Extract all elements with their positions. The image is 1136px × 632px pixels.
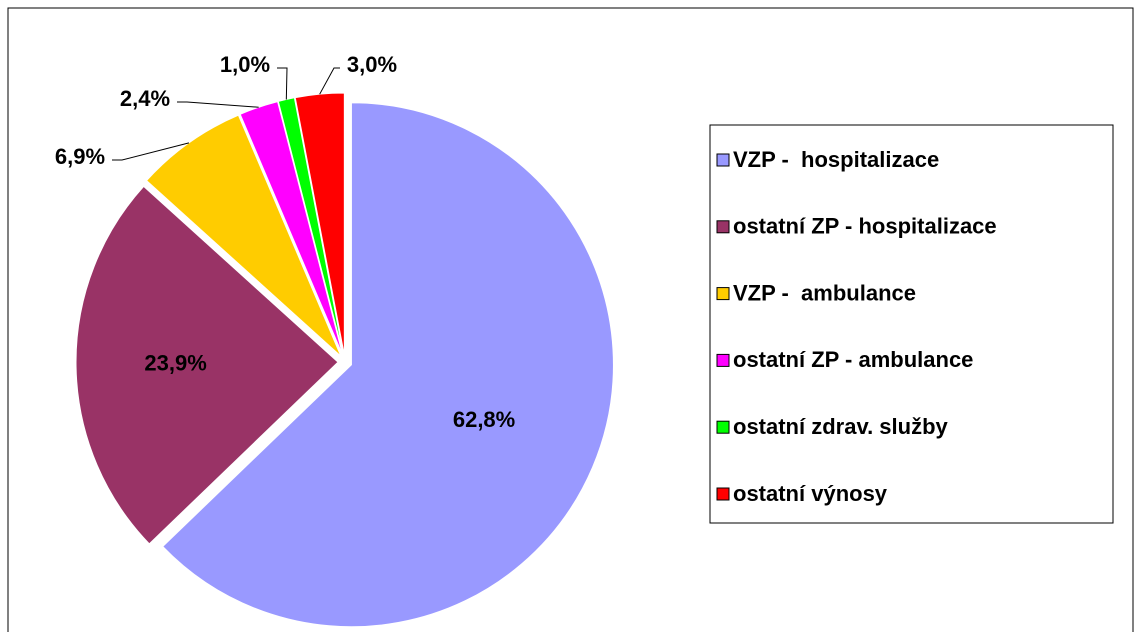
pie-slice bbox=[294, 92, 345, 356]
legend-label: ostatní výnosy bbox=[733, 481, 888, 506]
legend-label: ostatní ZP - hospitalizace bbox=[733, 214, 997, 239]
legend-box bbox=[709, 124, 1114, 524]
leader-line bbox=[112, 142, 190, 161]
pie-slice bbox=[239, 100, 344, 356]
legend-swatch bbox=[716, 220, 730, 234]
data-label: 2,4% bbox=[120, 86, 170, 111]
leader-line bbox=[177, 101, 259, 108]
legend-label: VZP - ambulance bbox=[733, 280, 916, 305]
legend-swatch bbox=[716, 487, 730, 501]
legend-swatch bbox=[716, 420, 730, 434]
leader-line bbox=[277, 67, 288, 100]
legend-label: ostatní zdrav. služby bbox=[733, 414, 949, 439]
data-label: 1,0% bbox=[220, 52, 270, 77]
legend-label: VZP - hospitalizace bbox=[733, 147, 939, 172]
data-label: 6,9% bbox=[55, 144, 105, 169]
legend-swatch bbox=[716, 153, 730, 167]
legend-swatch bbox=[716, 353, 730, 367]
data-label: 3,0% bbox=[347, 52, 397, 77]
pie-slice bbox=[162, 102, 614, 628]
pie-slice bbox=[145, 114, 342, 357]
leader-line bbox=[319, 67, 340, 95]
legend-label: ostatní ZP - ambulance bbox=[733, 347, 973, 372]
pie-slice bbox=[277, 97, 344, 356]
legend-swatch bbox=[716, 287, 730, 301]
pie-slice bbox=[75, 185, 339, 545]
data-label: 23,9% bbox=[144, 350, 206, 375]
data-label: 62,8% bbox=[453, 407, 515, 432]
